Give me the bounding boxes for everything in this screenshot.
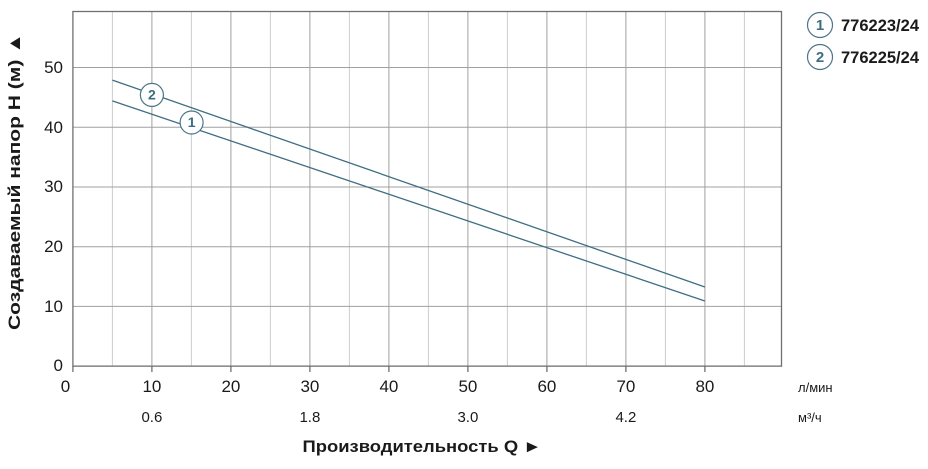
svg-text:40: 40	[379, 377, 398, 396]
svg-text:60: 60	[537, 377, 556, 396]
svg-text:1: 1	[188, 114, 196, 130]
svg-text:м³/ч: м³/ч	[798, 410, 822, 425]
svg-text:10: 10	[44, 297, 63, 316]
svg-text:4.2: 4.2	[615, 409, 636, 426]
svg-text:50: 50	[44, 58, 63, 77]
svg-text:20: 20	[221, 377, 240, 396]
svg-text:1.8: 1.8	[299, 409, 320, 426]
svg-text:0.6: 0.6	[141, 409, 162, 426]
svg-text:50: 50	[458, 377, 477, 396]
svg-text:2: 2	[816, 49, 824, 66]
svg-text:10: 10	[142, 377, 161, 396]
svg-text:Производительность Q ►: Производительность Q ►	[303, 437, 542, 456]
svg-text:0: 0	[61, 377, 70, 396]
svg-text:0: 0	[54, 356, 63, 375]
svg-text:30: 30	[300, 377, 319, 396]
svg-text:70: 70	[616, 377, 635, 396]
svg-text:80: 80	[695, 377, 714, 396]
svg-text:776223/24: 776223/24	[841, 17, 920, 35]
svg-text:776225/24: 776225/24	[841, 49, 920, 67]
svg-text:40: 40	[44, 118, 63, 137]
svg-text:2: 2	[148, 87, 156, 103]
svg-text:л/мин: л/мин	[798, 380, 833, 395]
svg-text:30: 30	[44, 177, 63, 196]
svg-text:3.0: 3.0	[457, 409, 478, 426]
svg-text:20: 20	[44, 237, 63, 256]
svg-text:Создаваемый напор H (м) ▲: Создаваемый напор H (м) ▲	[5, 33, 24, 330]
svg-text:1: 1	[816, 17, 824, 34]
